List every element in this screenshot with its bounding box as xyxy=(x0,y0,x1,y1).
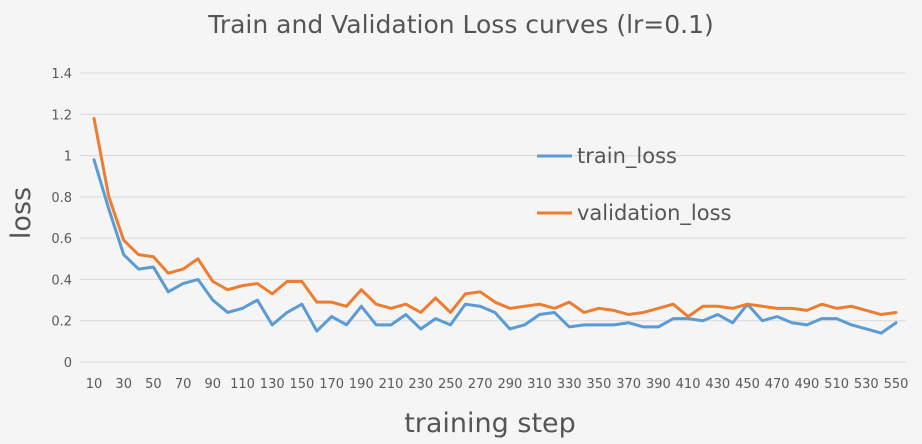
x-tick-label: 250 xyxy=(438,377,463,392)
x-tick-label: 330 xyxy=(557,377,582,392)
x-tick-label: 530 xyxy=(854,377,879,392)
x-tick-label: 470 xyxy=(765,377,790,392)
x-tick-label: 150 xyxy=(290,377,315,392)
gridlines xyxy=(80,72,906,363)
legend-label: train_loss xyxy=(577,144,677,169)
y-tick-label: 1.4 xyxy=(51,67,72,82)
x-tick-label: 310 xyxy=(527,377,552,392)
x-axis-title: training step xyxy=(404,408,576,439)
series-lines xyxy=(92,116,898,335)
x-tick-label: 30 xyxy=(115,377,132,392)
x-tick-label: 550 xyxy=(884,377,909,392)
y-tick-label: 0.4 xyxy=(51,273,72,288)
series-line-validation-loss xyxy=(92,116,898,319)
x-tick-labels: 10 30 50 70 90 110 130 150 170 190 210 230 250 270 290… xyxy=(86,377,909,392)
y-axis-title: loss xyxy=(6,187,37,239)
x-tick-label: 90 xyxy=(205,377,222,392)
x-tick-label: 70 xyxy=(175,377,192,392)
x-tick-label: 410 xyxy=(676,377,701,392)
x-tick-label: 110 xyxy=(230,377,255,392)
x-tick-label: 270 xyxy=(468,377,493,392)
x-tick-label: 210 xyxy=(379,377,404,392)
y-tick-label: 0.2 xyxy=(51,315,72,330)
y-tick-label: 0 xyxy=(64,356,72,371)
series-line-train-loss xyxy=(92,158,898,335)
y-tick-label: 1.2 xyxy=(51,108,72,123)
y-tick-label: 0.8 xyxy=(51,191,72,206)
legend: train_loss validation_loss xyxy=(537,144,731,226)
x-tick-label: 50 xyxy=(145,377,162,392)
x-tick-label: 290 xyxy=(497,377,522,392)
x-tick-label: 170 xyxy=(319,377,344,392)
x-tick-label: 430 xyxy=(705,377,730,392)
x-tick-label: 370 xyxy=(616,377,641,392)
x-tick-label: 350 xyxy=(587,377,612,392)
y-tick-labels: 0 0.2 0.4 0.6 0.8 1 1.2 1.4 xyxy=(51,67,72,371)
x-tick-label: 10 xyxy=(86,377,103,392)
chart-title: Train and Validation Loss curves (lr=0.1… xyxy=(207,10,714,39)
x-tick-label: 190 xyxy=(349,377,374,392)
y-tick-label: 1 xyxy=(64,150,72,165)
x-tick-label: 230 xyxy=(408,377,433,392)
legend-label: validation_loss xyxy=(577,201,731,226)
y-tick-label: 0.6 xyxy=(51,232,72,247)
x-tick-label: 510 xyxy=(824,377,849,392)
x-tick-label: 390 xyxy=(646,377,671,392)
x-tick-label: 450 xyxy=(735,377,760,392)
x-tick-label: 490 xyxy=(794,377,819,392)
x-tick-label: 130 xyxy=(260,377,285,392)
